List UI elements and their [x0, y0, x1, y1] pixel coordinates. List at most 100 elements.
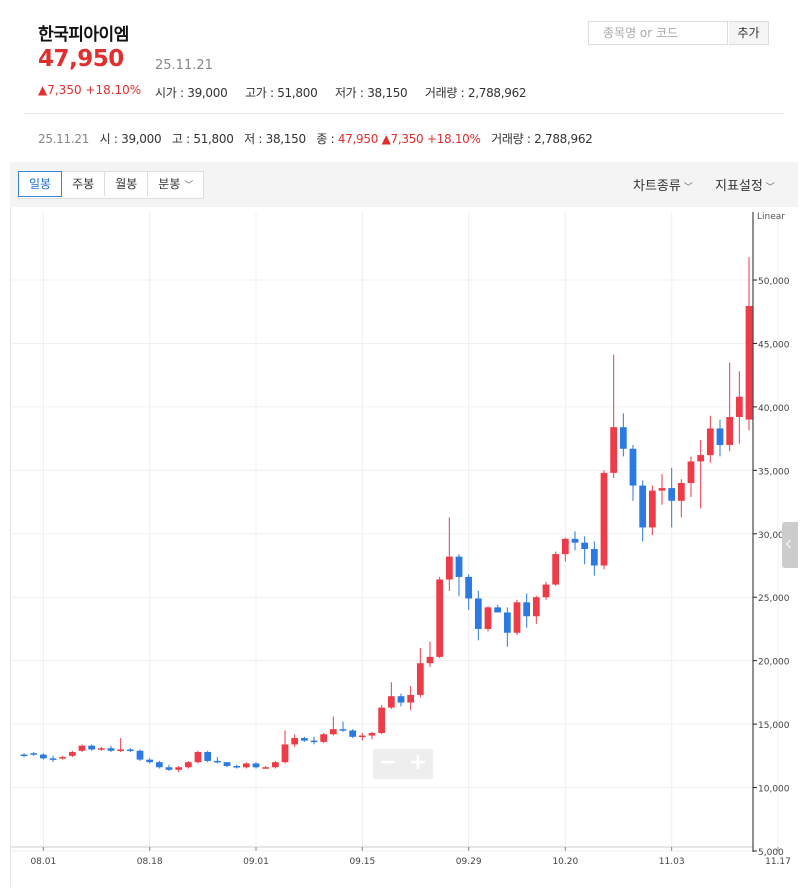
x-tick-label: 08.18: [137, 857, 163, 867]
tab-minute-label: 분봉: [158, 177, 181, 191]
chart-type-label: 차트종류: [633, 179, 681, 194]
candle-body: [474, 598, 482, 629]
candle-body: [339, 729, 347, 731]
candle-body: [223, 762, 231, 766]
candle-body: [484, 607, 492, 629]
candle-body: [668, 488, 676, 501]
candle-body: [39, 754, 47, 759]
candle-body: [532, 597, 540, 617]
price-change: ▲7,350 +18.10%: [38, 83, 142, 97]
y-tick-label: 40,000: [758, 404, 790, 414]
tab-weekly[interactable]: 주봉: [62, 172, 106, 196]
candle-body: [745, 306, 753, 420]
low-price: 저가 : 38,150: [334, 86, 408, 100]
summary-change: ▲7,350: [381, 132, 424, 146]
ohlc-summary: 시가 : 39,000 고가 : 51,800 저가 : 38,150 거래량 …: [155, 84, 540, 101]
candle-body: [561, 538, 569, 555]
y-tick-label: 45,000: [758, 340, 790, 350]
x-tick-label: 09.29: [456, 857, 482, 867]
candle-body: [233, 765, 241, 768]
x-tick-label: 08.01: [30, 857, 56, 867]
candle-body: [184, 762, 192, 768]
candle-body: [310, 740, 318, 743]
zoom-in-button[interactable]: +: [408, 750, 428, 775]
candle-body: [320, 734, 328, 742]
candle-body: [78, 745, 86, 751]
candlestick-chart: Linear 5,000 10,000 15,000 20,000 25,000 30,00…: [11, 212, 791, 867]
period-tabs: 일봉 주봉 월봉 분봉 ﹀: [18, 171, 205, 199]
candle-body: [368, 732, 376, 736]
candle-body: [455, 556, 463, 577]
candle-body: [552, 554, 560, 585]
summary-close: 47,950: [337, 132, 379, 146]
chart-type-dropdown[interactable]: 차트종류 ﹀: [633, 175, 693, 194]
chart-area[interactable]: Linear 5,000 10,000 15,000 20,000 25,000 30,00…: [10, 207, 799, 887]
current-price: 47,950: [38, 46, 124, 72]
candle-body: [165, 767, 173, 770]
candle-body: [281, 744, 289, 763]
zoom-controls: − +: [373, 749, 433, 779]
chevron-down-icon: ﹀: [680, 183, 693, 193]
side-panel-toggle[interactable]: [782, 522, 798, 568]
x-tick-label: 09.01: [243, 857, 269, 867]
candle-body: [204, 752, 212, 761]
candle-body: [136, 750, 144, 760]
tab-minute[interactable]: 분봉 ﹀: [148, 172, 203, 196]
candle-body: [30, 753, 38, 755]
summary-date: 25.11.21: [38, 132, 90, 146]
candle-body: [271, 762, 279, 768]
candle-body: [542, 584, 550, 598]
candle-body: [194, 752, 202, 763]
candle-body: [378, 707, 386, 733]
candle-body: [465, 576, 473, 599]
y-tick-label: 10,000: [758, 785, 790, 795]
candle-body: [571, 538, 579, 543]
candle-body: [610, 427, 618, 473]
add-button[interactable]: 추가: [729, 21, 769, 45]
tab-daily[interactable]: 일봉: [18, 171, 63, 197]
candle-body: [387, 696, 395, 708]
search-input[interactable]: 종목명 or 코드: [588, 21, 728, 45]
candle-body: [581, 542, 589, 550]
tab-monthly[interactable]: 월봉: [105, 172, 149, 196]
candle-body: [59, 757, 67, 759]
candle-body: [252, 763, 260, 768]
candle-body: [600, 472, 608, 566]
candle-body: [146, 759, 154, 763]
summary-high: 고 : 51,800: [171, 132, 234, 146]
candle-body: [639, 485, 647, 528]
candle-body: [88, 745, 96, 750]
candle-body: [291, 738, 299, 745]
y-tick-label: 30,000: [758, 531, 790, 541]
candle-body: [155, 762, 163, 768]
indicator-label: 지표설정: [715, 179, 763, 194]
indicator-settings-dropdown[interactable]: 지표설정 ﹀: [715, 175, 775, 194]
candle-body: [175, 767, 183, 770]
summary-open: 시 : 39,000: [99, 132, 162, 146]
summary-close-label: 종 :: [316, 132, 335, 146]
y-tick-label: 35,000: [758, 467, 790, 477]
candle-body: [329, 729, 337, 735]
candle-body: [590, 549, 598, 566]
candle-body: [619, 427, 627, 449]
candle-body: [735, 396, 743, 418]
zoom-out-button[interactable]: −: [378, 750, 398, 775]
y-tick-label: 5,000: [758, 848, 784, 858]
candle-body: [523, 602, 531, 617]
candle-body: [68, 752, 76, 756]
candle-body: [706, 428, 714, 456]
candle-body: [126, 749, 134, 751]
candle-body: [213, 760, 221, 763]
candle-body: [697, 455, 705, 462]
candle-body: [436, 579, 444, 657]
candle-body: [262, 767, 270, 769]
candle-body: [416, 663, 424, 695]
candle-body: [629, 448, 637, 486]
candle-body: [97, 748, 105, 750]
price-date: 25.11.21: [155, 58, 213, 73]
y-tick-label: 50,000: [758, 277, 790, 287]
candle-body: [397, 696, 405, 703]
candle-body: [716, 428, 724, 445]
candle-body: [49, 758, 57, 760]
candle-body: [358, 735, 366, 738]
